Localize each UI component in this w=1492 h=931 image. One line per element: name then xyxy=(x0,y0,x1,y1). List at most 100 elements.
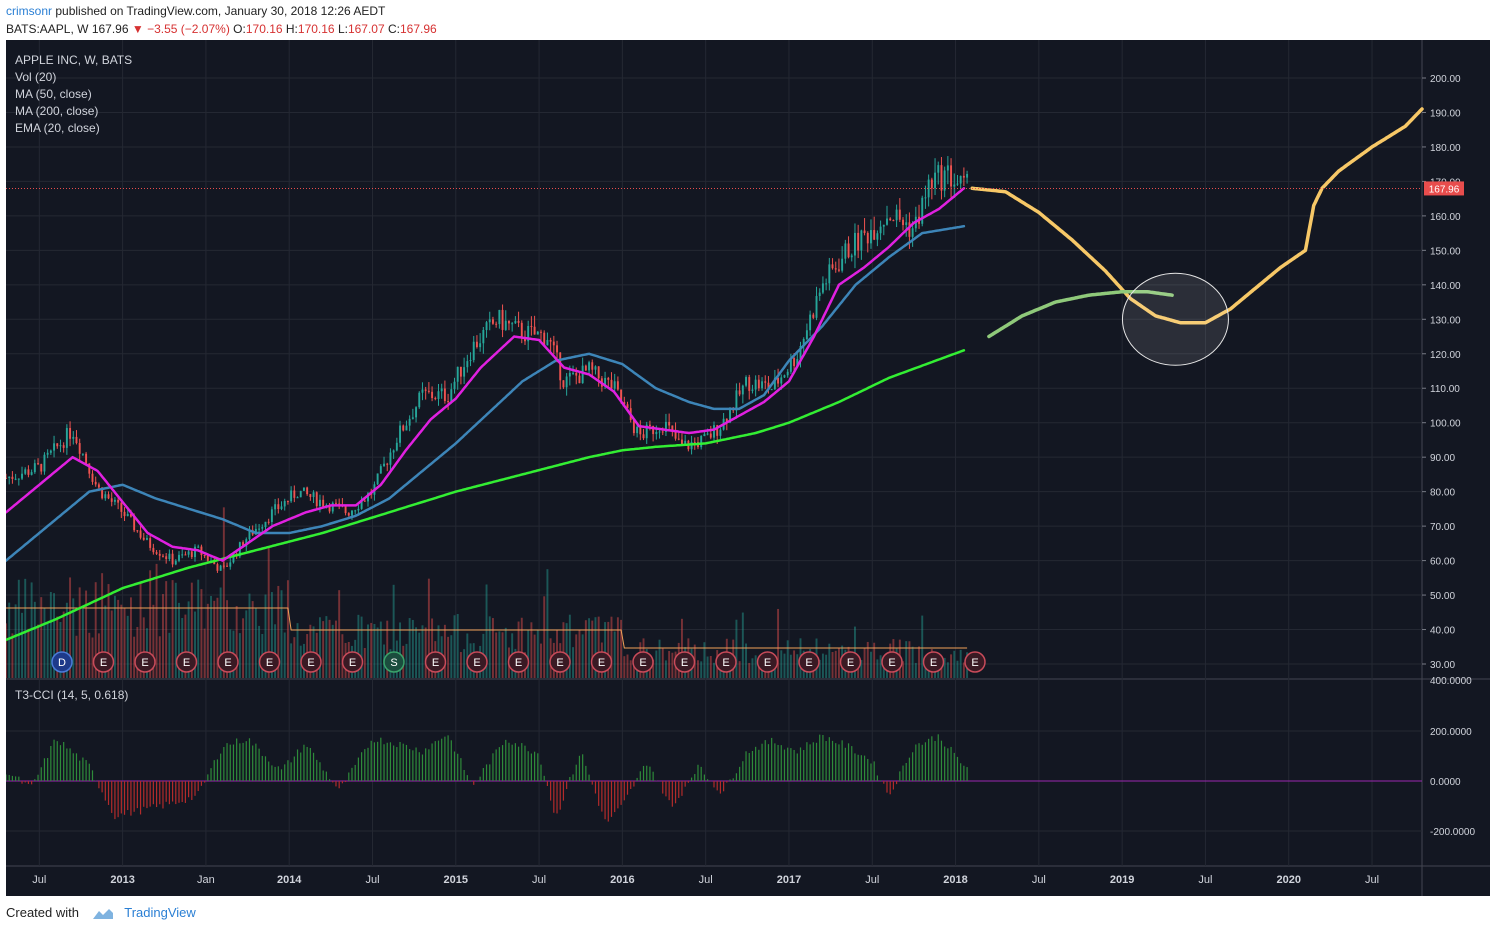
candle-body xyxy=(174,560,177,565)
candle-body xyxy=(264,521,267,528)
volume-bar xyxy=(101,573,104,678)
price-chart[interactable]: 200.00190.00180.00170.00160.00150.00140.… xyxy=(6,40,1490,896)
candle-body xyxy=(290,490,293,502)
volume-bar xyxy=(194,611,196,678)
volume-bar xyxy=(264,594,267,678)
volume-bar xyxy=(860,660,863,678)
earnings-marker xyxy=(590,651,613,673)
volume-bar xyxy=(200,589,203,678)
volume-bar xyxy=(338,590,341,678)
earnings-marker-label: E xyxy=(681,657,688,669)
candle-body xyxy=(110,498,113,502)
volume-bar xyxy=(953,650,956,678)
volume-bar xyxy=(162,594,164,678)
volume-bar xyxy=(962,662,965,678)
volume-bar xyxy=(363,648,366,678)
candle-body xyxy=(450,389,453,402)
candle-body xyxy=(623,402,626,405)
volume-bar xyxy=(757,661,760,678)
earnings-marker xyxy=(756,651,779,673)
volume-bar xyxy=(825,654,828,678)
candle-body xyxy=(661,431,664,433)
volume-bar xyxy=(85,590,88,678)
candle-body xyxy=(504,320,507,330)
volume-bar xyxy=(226,600,229,678)
low-label: L: xyxy=(337,22,348,36)
volume-bar xyxy=(661,648,664,678)
candle-body xyxy=(142,537,145,540)
candle-body xyxy=(751,389,754,391)
volume-bar xyxy=(104,605,107,678)
volume-bar xyxy=(498,631,501,678)
earnings-marker-label: E xyxy=(515,657,522,669)
earnings-marker-label: E xyxy=(930,657,937,669)
volume-bar xyxy=(392,584,395,678)
volume-bar xyxy=(517,621,520,678)
candle-body xyxy=(242,542,245,547)
candle-body xyxy=(120,502,123,512)
volume-bar xyxy=(857,662,860,678)
candle-body xyxy=(616,381,619,390)
volume-bar xyxy=(158,636,161,678)
candle-body xyxy=(658,431,661,433)
volume-bar xyxy=(501,632,504,678)
candle-body xyxy=(43,454,46,472)
candle-body xyxy=(834,268,837,270)
ma200-line xyxy=(6,349,966,642)
candle-body xyxy=(796,359,799,367)
volume-bar xyxy=(27,628,30,678)
time-tick-label: 2013 xyxy=(110,874,134,886)
volume-bar xyxy=(49,592,52,678)
earnings-marker xyxy=(134,651,156,673)
price-tick-label: 100.00 xyxy=(1430,419,1461,430)
volume-bar xyxy=(280,590,283,678)
volume-bar xyxy=(267,546,270,678)
volume-bar xyxy=(658,639,661,678)
time-tick-label: 2014 xyxy=(277,874,302,886)
candle-body xyxy=(719,429,722,436)
candle-body xyxy=(735,390,738,411)
candle-body xyxy=(594,366,597,370)
tradingview-link[interactable]: TradingView xyxy=(124,905,196,920)
volume-bar xyxy=(828,643,831,678)
candle-body xyxy=(905,222,908,225)
earnings-marker-label: E xyxy=(100,657,107,669)
chart-panel[interactable]: 200.00190.00180.00170.00160.00150.00140.… xyxy=(6,40,1490,896)
candle-body xyxy=(488,319,491,323)
volume-bar xyxy=(283,632,286,678)
volume-bar xyxy=(142,617,145,678)
cci-tick-label: 400.0000 xyxy=(1430,676,1472,687)
volume-bar xyxy=(918,646,920,678)
volume-bar xyxy=(863,647,866,678)
volume-bar xyxy=(357,614,360,678)
candle-body xyxy=(206,555,209,561)
volume-bar xyxy=(274,624,277,678)
candle-body xyxy=(799,345,802,360)
earnings-marker-label: E xyxy=(764,657,771,669)
candle-body xyxy=(953,184,956,187)
candle-body xyxy=(745,377,747,386)
candle-body xyxy=(62,445,65,448)
volume-bar xyxy=(834,650,837,678)
open-value: 170.16 xyxy=(245,22,283,36)
candle-body xyxy=(187,551,190,555)
candle-body xyxy=(642,434,645,439)
volume-bar xyxy=(902,661,904,678)
candle-body xyxy=(49,450,52,453)
volume-bar xyxy=(81,608,84,678)
candle-body xyxy=(274,504,277,510)
candle-body xyxy=(626,404,629,409)
candle-body xyxy=(312,492,315,498)
candle-body xyxy=(149,538,152,548)
author-link[interactable]: crimsonr xyxy=(6,4,53,18)
volume-bar xyxy=(751,658,754,678)
candle-body xyxy=(911,228,914,237)
candle-body xyxy=(508,320,510,324)
candle-body xyxy=(456,366,459,382)
volume-bar xyxy=(40,597,43,678)
volume-bar xyxy=(46,622,49,678)
volume-bar xyxy=(65,602,68,678)
earnings-marker xyxy=(424,651,447,673)
volume-bar xyxy=(360,616,363,678)
volume-bar xyxy=(652,659,655,678)
